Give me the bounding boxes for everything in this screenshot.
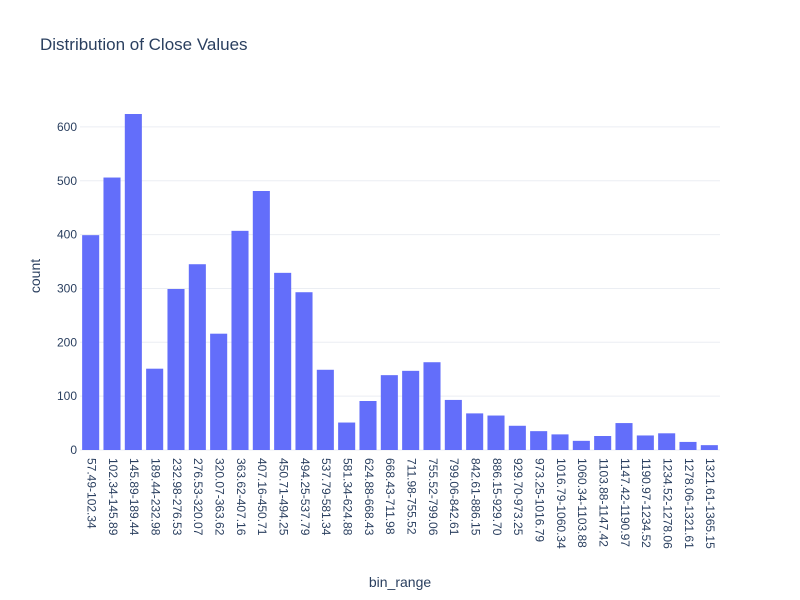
x-tick-label: 581.34-624.88: [340, 458, 354, 536]
x-tick-label: 450.71-494.25: [276, 458, 290, 536]
bar-276.53-320.07[interactable]: [188, 264, 206, 450]
bar-1103.88-1147.42[interactable]: [594, 436, 612, 450]
bar-537.79-581.34[interactable]: [316, 369, 334, 450]
x-tick-label: 1234.52-1278.06: [660, 458, 674, 549]
y-tick-label: 600: [57, 120, 77, 134]
bar-102.34-145.89[interactable]: [103, 177, 121, 451]
x-tick-label: 1278.06-1321.61: [682, 458, 696, 549]
bar-1234.52-1278.06[interactable]: [658, 433, 676, 450]
bar-842.61-886.15[interactable]: [466, 413, 484, 450]
x-tick-label: 711.98-755.52: [404, 458, 418, 535]
bar-145.89-189.44[interactable]: [124, 114, 142, 450]
x-tick-label: 1321.61-1365.15: [703, 458, 717, 549]
bar-711.98-755.52[interactable]: [402, 370, 420, 450]
x-tick-label: 973.25-1016.79: [532, 458, 546, 542]
x-tick-label: 320.07-363.62: [212, 458, 226, 536]
x-axis-ticks: 57.49-102.34 102.34-145.89 145.89-189.44 18…: [84, 458, 717, 549]
y-tick-label: 500: [57, 174, 77, 188]
bar-1278.06-1321.61[interactable]: [679, 441, 697, 450]
x-tick-label: 1147.42-1190.97: [618, 458, 632, 547]
x-axis-title: bin_range: [369, 574, 431, 590]
y-tick-label: 200: [57, 335, 77, 349]
bar-886.15-929.70[interactable]: [487, 415, 505, 450]
bar-1060.34-1103.88[interactable]: [572, 440, 590, 450]
x-tick-label: 189.44-232.98: [148, 458, 162, 536]
bar-799.06-842.61[interactable]: [444, 399, 462, 450]
x-tick-label: 232.98-276.53: [170, 458, 184, 536]
bar-668.43-711.98[interactable]: [380, 375, 398, 450]
bar-973.25-1016.79[interactable]: [530, 431, 548, 450]
bar-189.44-232.98[interactable]: [146, 368, 164, 450]
y-tick-label: 400: [57, 228, 77, 242]
bar-1016.79-1060.34[interactable]: [551, 434, 569, 450]
x-tick-label: 102.34-145.89: [106, 458, 120, 536]
bar-581.34-624.88[interactable]: [338, 422, 356, 450]
x-tick-label: 755.52-799.06: [426, 458, 440, 536]
bar-320.07-363.62[interactable]: [210, 333, 228, 450]
x-tick-label: 145.89-189.44: [127, 458, 141, 536]
bar-1147.42-1190.97[interactable]: [615, 423, 633, 450]
x-tick-label: 1190.97-1234.52: [639, 458, 653, 548]
x-tick-label: 1016.79-1060.34: [554, 458, 568, 549]
x-tick-label: 799.06-842.61: [447, 458, 461, 536]
x-tick-label: 363.62-407.16: [234, 458, 248, 536]
x-tick-label: 668.43-711.98: [383, 458, 397, 535]
x-tick-label: 407.16-450.71: [255, 458, 269, 536]
x-tick-label: 842.61-886.15: [468, 458, 482, 536]
chart-title: Distribution of Close Values: [40, 35, 248, 54]
x-tick-label: 57.49-102.34: [84, 458, 98, 529]
x-tick-label: 624.88-668.43: [362, 458, 376, 536]
bar-624.88-668.43[interactable]: [359, 401, 377, 450]
bar-57.49-102.34[interactable]: [82, 235, 100, 450]
y-tick-label: 100: [57, 389, 77, 403]
y-axis-title: count: [27, 259, 43, 293]
x-tick-label: 886.15-929.70: [490, 458, 504, 536]
bar-450.71-494.25[interactable]: [274, 272, 292, 450]
bar-929.70-973.25[interactable]: [508, 425, 526, 450]
x-tick-label: 929.70-973.25: [511, 458, 525, 536]
bar-1190.97-1234.52[interactable]: [636, 435, 654, 450]
bar-232.98-276.53[interactable]: [167, 289, 185, 450]
x-tick-label: 494.25-537.79: [298, 458, 312, 536]
bar-494.25-537.79[interactable]: [295, 292, 313, 450]
x-tick-label: 1103.88-1147.42: [596, 458, 610, 547]
x-tick-label: 1060.34-1103.88: [575, 458, 589, 548]
y-tick-label: 0: [70, 443, 77, 457]
bar-363.62-407.16[interactable]: [231, 230, 249, 450]
y-axis-ticks: 0 100 200 300 400 500 600: [57, 120, 77, 457]
x-tick-label: 537.79-581.34: [319, 458, 333, 536]
bar-1321.61-1365.15[interactable]: [700, 445, 718, 450]
bar-407.16-450.71[interactable]: [252, 191, 270, 450]
bars: [82, 114, 718, 451]
bar-755.52-799.06[interactable]: [423, 362, 441, 450]
gridlines: [80, 126, 720, 451]
y-tick-label: 300: [57, 281, 77, 295]
x-tick-label: 276.53-320.07: [191, 458, 205, 536]
